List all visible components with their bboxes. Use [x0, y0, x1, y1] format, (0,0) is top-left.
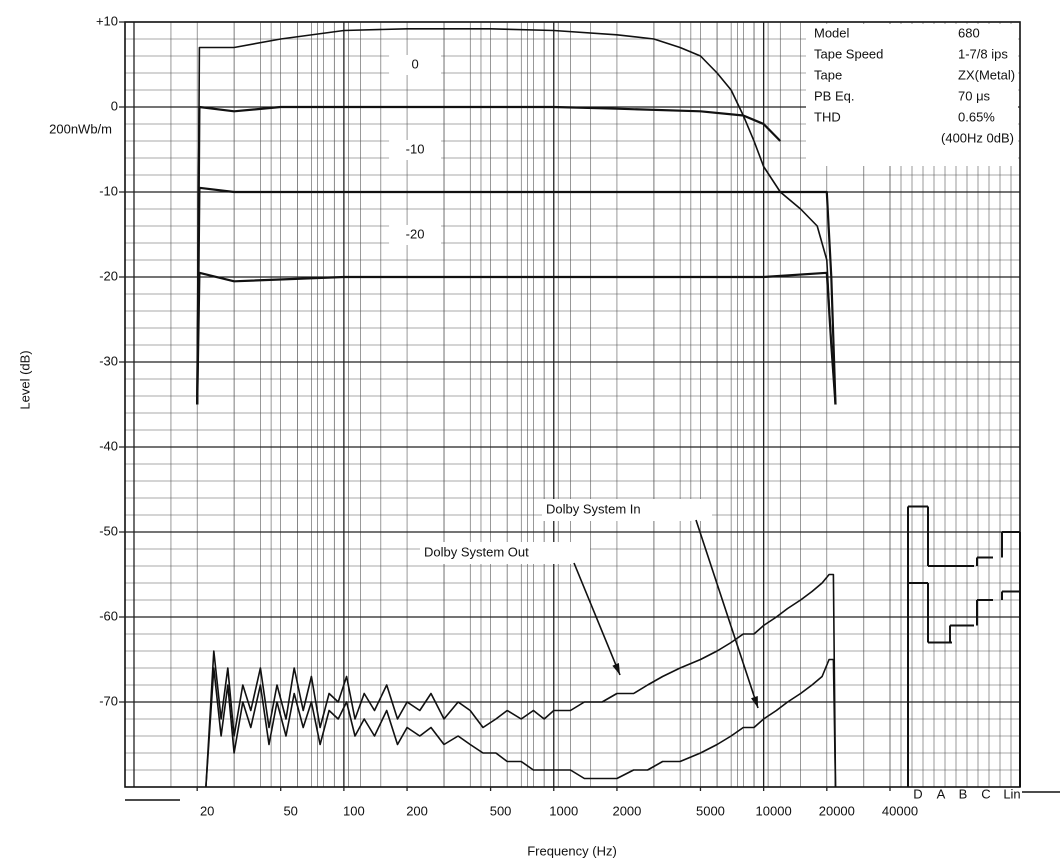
x-tick-label: 2000: [612, 803, 641, 818]
callout-box: [542, 499, 712, 521]
weighting-label: D: [913, 786, 922, 801]
label-box: [389, 225, 442, 245]
x-axis-label: Frequency (Hz): [527, 843, 617, 858]
spec-value: 0.65%: [958, 109, 995, 124]
y-tick-label: -50: [99, 523, 118, 538]
callout-box: [420, 542, 590, 564]
spec-value: 1-7/8 ips: [958, 46, 1008, 61]
x-tick-label: 10000: [756, 803, 792, 818]
spec-key: Model: [814, 25, 850, 40]
label-box: [389, 140, 442, 160]
x-tick-label: 20000: [819, 803, 855, 818]
y-tick-label: -40: [99, 438, 118, 453]
y-tick-label: +10: [96, 13, 118, 28]
y-tick-label: -10: [99, 183, 118, 198]
arrow-head: [751, 696, 758, 708]
series-label: -20: [406, 226, 425, 241]
spec-box: [806, 24, 1018, 166]
noise-curve: [205, 573, 837, 788]
y-tick-label: -70: [99, 693, 118, 708]
y-tick-label: 0: [111, 98, 118, 113]
response-curve: [196, 105, 782, 405]
series-label: -10: [406, 141, 425, 156]
callout-label: Dolby System Out: [424, 544, 529, 559]
y-tick-label: -60: [99, 608, 118, 623]
response-curve: [196, 271, 837, 405]
y-tick-label: -30: [99, 353, 118, 368]
x-tick-label: 5000: [696, 803, 725, 818]
callout-arrow: [573, 562, 621, 676]
x-tick-label: 50: [283, 803, 297, 818]
weighting-label: A: [937, 786, 946, 801]
x-tick-label: 100: [343, 803, 365, 818]
x-tick-label: 200: [406, 803, 428, 818]
label-box: [389, 55, 442, 75]
x-tick-label: 40000: [882, 803, 918, 818]
spec-key: THD: [814, 109, 841, 124]
y-axis-label: Level (dB): [17, 350, 32, 409]
callout-arrow: [695, 519, 759, 709]
noise-curve: [196, 28, 837, 405]
spec-key: Tape: [814, 67, 842, 82]
weighting-label: Lin: [1003, 786, 1020, 801]
y-tick-label: -20: [99, 268, 118, 283]
spec-value: ZX(Metal): [958, 67, 1015, 82]
reference-label: 200nWb/m: [49, 121, 112, 136]
spec-value: 680: [958, 25, 980, 40]
arrow-head: [612, 663, 620, 675]
noise-curve: [205, 658, 837, 788]
callout-label: Dolby System In: [546, 501, 641, 516]
spec-value: (400Hz 0dB): [941, 130, 1014, 145]
spec-key: Tape Speed: [814, 46, 883, 61]
response-curve: [196, 186, 837, 405]
weighting-label: C: [981, 786, 990, 801]
series-label: 0: [411, 56, 418, 71]
x-tick-label: 500: [490, 803, 512, 818]
x-tick-label: 20: [200, 803, 214, 818]
spec-key: PB Eq.: [814, 88, 854, 103]
spec-value: 70 μs: [958, 88, 991, 103]
weighting-label: B: [959, 786, 968, 801]
x-tick-label: 1000: [549, 803, 578, 818]
